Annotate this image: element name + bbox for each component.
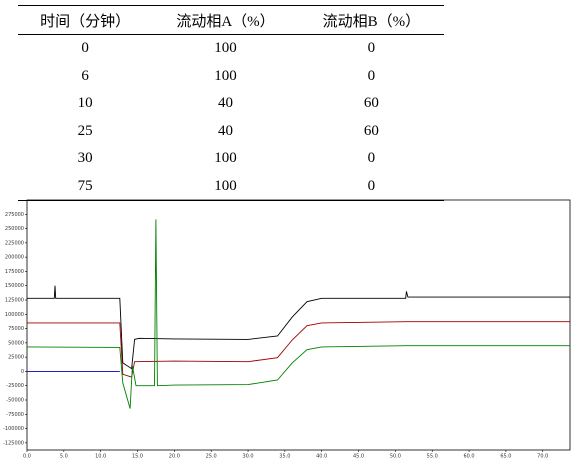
y-tick-label: 0	[21, 369, 24, 375]
x-tick-label: 20.0	[169, 454, 180, 460]
table-cell: 60	[363, 122, 379, 139]
table-cell: 100	[214, 67, 237, 84]
x-tick-label: 0.0	[23, 454, 31, 460]
table-cell: 0	[367, 150, 376, 167]
table-cell: 6	[81, 67, 89, 84]
x-tick-label: 55.0	[427, 454, 438, 460]
y-tick-label: 125000	[5, 298, 24, 304]
y-tick-label: 25000	[8, 355, 24, 361]
y-tick-label: 225000	[5, 240, 24, 246]
column-header: 流动相A（%）	[152, 5, 299, 35]
y-tick-label: -100000	[3, 426, 24, 432]
table-cell: 60	[363, 95, 379, 112]
table-cell: 0	[81, 40, 89, 57]
y-tick-label: -125000	[3, 440, 24, 446]
table-cell: 75	[18, 172, 153, 201]
column-header: 时间（分钟）	[18, 5, 153, 35]
y-tick-label: -50000	[6, 398, 24, 404]
plot-frame	[26, 199, 571, 451]
y-tick-label: 200000	[5, 255, 24, 261]
table-cell: 40	[218, 122, 234, 139]
gradient-table: 时间（分钟） 流动相A（%） 流动相B（%） 0 100 0 6 100 0 10 40 60 25 40…	[18, 5, 444, 201]
table-row: 0 100 0	[18, 35, 444, 63]
trace	[27, 321, 570, 378]
table-cell: 30	[77, 150, 93, 167]
table-cell: 100	[214, 40, 237, 57]
x-tick-label: 50.0	[390, 454, 401, 460]
y-tick-label: 150000	[5, 283, 24, 289]
table-cell: 25	[77, 122, 93, 139]
y-tick-label: -75000	[6, 412, 24, 418]
x-tick-label: 45.0	[353, 454, 364, 460]
column-header: 流动相B（%）	[298, 5, 444, 35]
x-tick-label: 60.0	[463, 454, 474, 460]
table-row: 10 40 60	[18, 90, 444, 118]
x-tick-label: 15.0	[132, 454, 143, 460]
table-cell: 0	[367, 40, 376, 57]
x-tick-label: 25.0	[206, 454, 217, 460]
x-tick-label: 10.0	[95, 454, 106, 460]
x-tick-label: 40.0	[316, 454, 327, 460]
y-tick-label: -25000	[6, 383, 24, 389]
y-tick-label: 75000	[8, 326, 24, 332]
x-tick-label: 5.0	[60, 454, 68, 460]
trace	[26, 219, 570, 409]
table-row: 6 100 0	[18, 63, 444, 91]
y-tick-label: 100000	[5, 312, 24, 318]
table-cell: 10	[77, 95, 93, 112]
x-tick-label: 65.0	[500, 454, 511, 460]
x-tick-label: 35.0	[279, 454, 290, 460]
x-tick-label: 30.0	[242, 454, 253, 460]
x-tick-label: 70.0	[537, 454, 548, 460]
chromatogram: 2750002500002250002000001750001500001250…	[3, 199, 571, 460]
table-cell: 0	[367, 67, 376, 84]
trace	[27, 285, 570, 370]
y-tick-label: 50000	[8, 340, 24, 346]
y-tick-label: 275000	[5, 212, 24, 218]
y-tick-label: 250000	[5, 226, 24, 232]
table-cell: 100	[214, 150, 237, 167]
table-row: 25 40 60	[18, 118, 444, 146]
y-tick-label: 175000	[5, 269, 24, 275]
table-cell: 40	[218, 95, 234, 112]
table-row: 30 100 0	[18, 145, 444, 173]
